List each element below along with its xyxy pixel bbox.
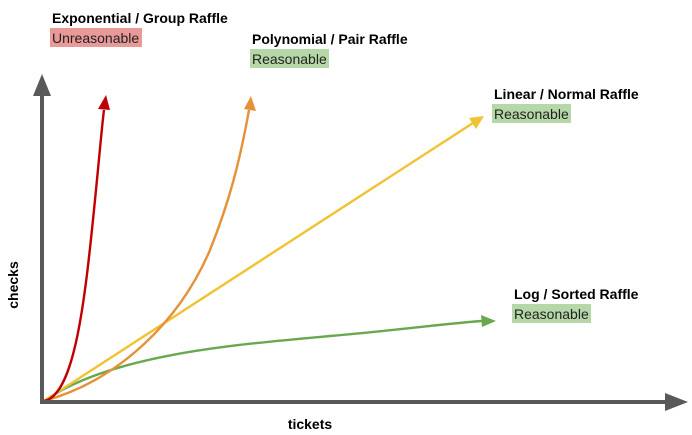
linear-label: Linear / Normal Raffle Reasonable <box>492 86 639 123</box>
y-axis-arrowhead <box>33 74 51 96</box>
log-verdict: Reasonable <box>514 306 589 322</box>
polynomial-curve <box>43 109 251 403</box>
y-axis-label: checks <box>5 261 21 309</box>
linear-verdict: Reasonable <box>494 106 569 122</box>
log-verdict-badge <box>512 304 591 323</box>
linear-verdict-badge <box>492 104 571 123</box>
x-axis-arrowhead <box>665 393 688 411</box>
polynomial-verdict: Reasonable <box>252 51 327 67</box>
linear-curve <box>43 121 474 403</box>
exponential-arrowhead <box>98 95 110 110</box>
log-label: Log / Sorted Raffle Reasonable <box>512 286 639 323</box>
log-curve <box>43 319 483 402</box>
exponential-verdict-badge <box>50 28 142 47</box>
linear-arrowhead <box>469 116 484 129</box>
log-arrowhead <box>481 315 496 327</box>
log-title: Log / Sorted Raffle <box>514 286 639 302</box>
polynomial-title: Polynomial / Pair Raffle <box>252 31 408 47</box>
x-axis-label: tickets <box>288 416 333 432</box>
exponential-title: Exponential / Group Raffle <box>52 10 228 26</box>
linear-title: Linear / Normal Raffle <box>494 86 639 102</box>
exponential-verdict: Unreasonable <box>52 30 139 46</box>
polynomial-arrowhead <box>244 96 256 111</box>
exponential-label: Exponential / Group Raffle Unreasonable <box>50 10 228 47</box>
polynomial-label: Polynomial / Pair Raffle Reasonable <box>250 31 408 68</box>
exponential-curve <box>43 109 106 403</box>
polynomial-verdict-badge <box>250 49 329 68</box>
